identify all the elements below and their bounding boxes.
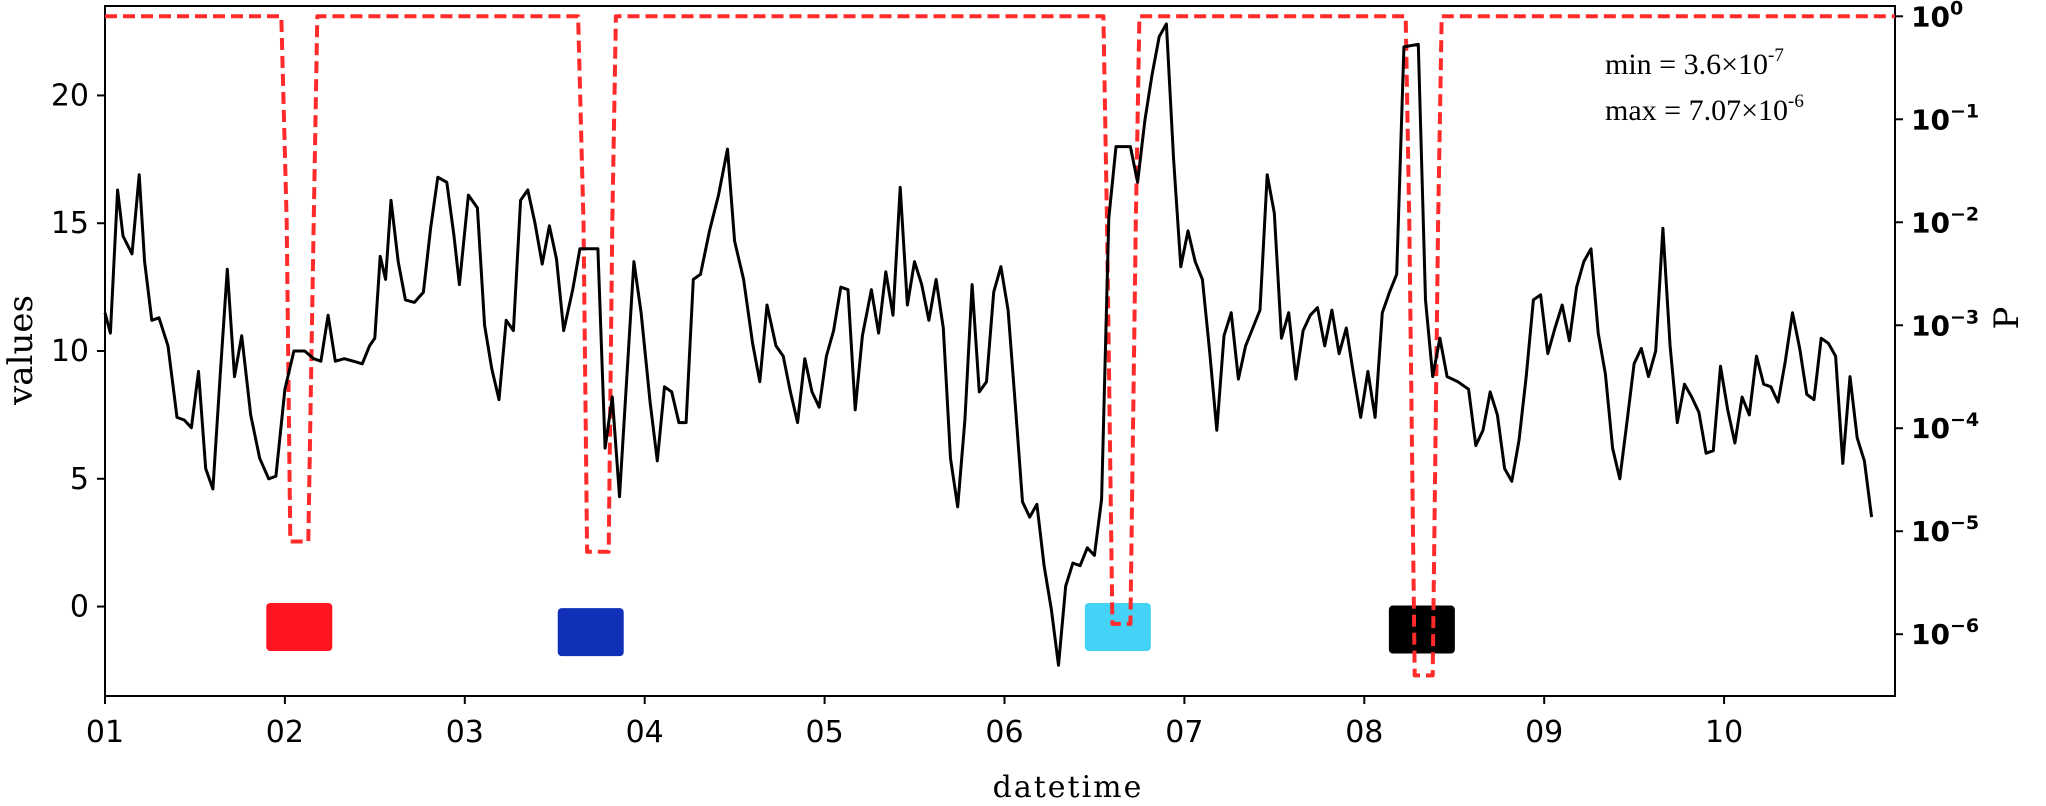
- y-right-tick-base: 10: [1911, 0, 1950, 33]
- marker-2: [557, 608, 624, 657]
- y-axis-left: 0 5 10 15 20: [51, 78, 105, 625]
- annotation-min-text: min = 3.6×10: [1605, 48, 1768, 81]
- x-tick-label-03: 03: [446, 715, 484, 750]
- x-tick-label-09: 09: [1525, 715, 1563, 750]
- y-right-tick-base: 10: [1911, 103, 1950, 136]
- x-tick-label-04: 04: [626, 715, 664, 750]
- y-right-tick-exponent: −5: [1950, 512, 1979, 534]
- y-right-tick-label--3: 10−3: [1911, 306, 1979, 342]
- annotation-max-text: max = 7.07×10: [1605, 94, 1788, 127]
- annotation-max-exponent: -6: [1788, 91, 1804, 112]
- y-right-tick-base: 10: [1911, 412, 1950, 445]
- x-axis: 01 02 03 04 05 06 07 08 09 10: [86, 696, 1743, 750]
- x-tick-label-10: 10: [1705, 715, 1743, 750]
- x-tick-label-05: 05: [806, 715, 844, 750]
- y-right-tick-exponent: −6: [1950, 615, 1979, 637]
- x-tick-label-06: 06: [985, 715, 1023, 750]
- y-right-tick-exponent: −1: [1950, 100, 1979, 122]
- y-right-tick-exponent: −2: [1950, 203, 1979, 225]
- y-right-tick-base: 10: [1911, 309, 1950, 342]
- series-p: [105, 14, 1895, 678]
- marker-4: [1388, 605, 1455, 654]
- y-right-tick-base: 10: [1911, 515, 1950, 548]
- y-right-tick-label--4: 10−4: [1911, 409, 1979, 445]
- annotation-min: min = 3.6×10-7: [1605, 45, 1784, 81]
- p-series-layer: [105, 14, 1895, 678]
- y-left-tick-label-20: 20: [51, 78, 89, 113]
- y-right-tick-base: 10: [1911, 206, 1950, 239]
- annotation-min-exponent: -7: [1768, 45, 1784, 66]
- y-left-tick-label-15: 15: [51, 206, 89, 241]
- y-right-tick-label--2: 10−2: [1911, 203, 1979, 239]
- y-right-tick-label--5: 10−5: [1911, 512, 1979, 548]
- x-tick-label-01: 01: [86, 715, 124, 750]
- series-values: [103, 22, 1874, 667]
- marker-3: [1084, 603, 1151, 651]
- y-right-tick-label--1: 10−1: [1911, 100, 1979, 136]
- x-axis-label: datetime: [993, 770, 1144, 805]
- y-left-tick-label-0: 0: [70, 590, 89, 625]
- y-right-tick-exponent: 0: [1950, 0, 1963, 19]
- annotation-max: max = 7.07×10-6: [1605, 91, 1804, 127]
- y-right-tick-label--6: 10−6: [1911, 615, 1979, 651]
- x-tick-label-02: 02: [266, 715, 304, 750]
- y-axis-left-label: values: [1, 295, 41, 406]
- markers-layer: [266, 603, 1455, 657]
- y-right-tick-label-0: 100: [1911, 0, 1963, 33]
- y-right-tick-exponent: −3: [1950, 306, 1979, 328]
- values-series-layer: [103, 22, 1874, 667]
- y-right-tick-base: 10: [1911, 618, 1950, 651]
- marker-1: [266, 603, 333, 651]
- y-axis-right-label: P: [1987, 307, 2027, 330]
- x-tick-label-07: 07: [1165, 715, 1203, 750]
- y-left-tick-label-10: 10: [51, 334, 89, 369]
- y-left-tick-label-5: 5: [70, 462, 89, 497]
- x-tick-label-08: 08: [1345, 715, 1383, 750]
- y-right-tick-exponent: −4: [1950, 409, 1979, 431]
